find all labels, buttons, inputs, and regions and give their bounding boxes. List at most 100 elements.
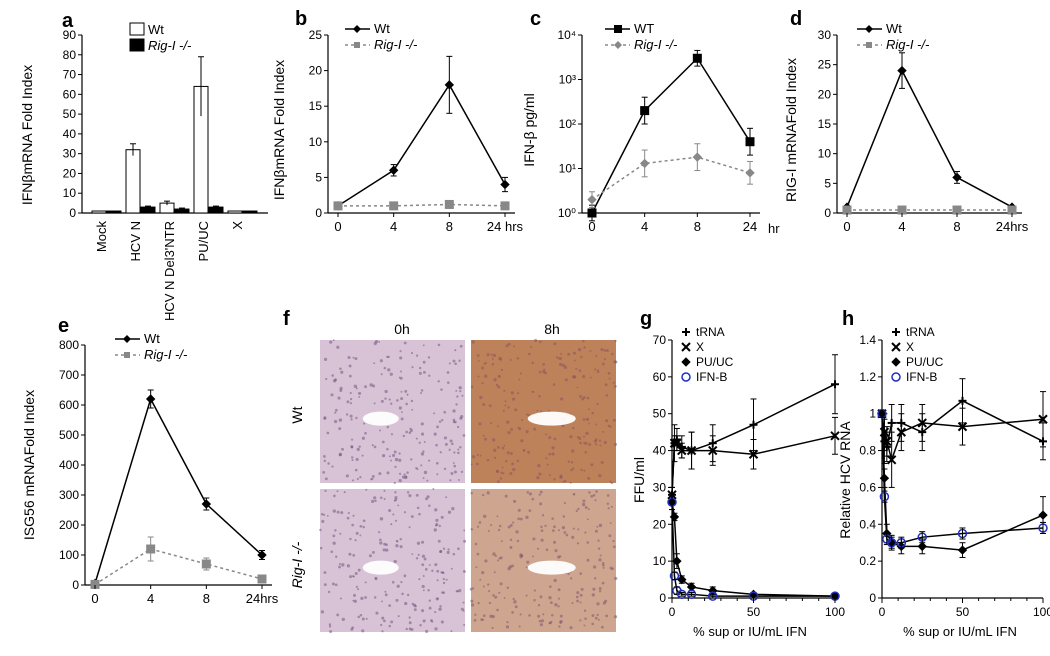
c-hrs: hrs (768, 221, 780, 236)
xlabel-h: % sup or IU/mL IFN (903, 624, 1017, 639)
svg-text:800: 800 (59, 338, 79, 352)
svg-text:20: 20 (653, 517, 667, 531)
svg-text:15: 15 (309, 99, 323, 113)
svg-text:0.6: 0.6 (859, 480, 876, 494)
legend-b-wt: Wt (374, 21, 390, 36)
svg-text:10²: 10² (559, 117, 576, 131)
svg-text:0: 0 (69, 206, 76, 220)
svg-text:20: 20 (818, 87, 832, 101)
legend-d-ko: Rig-I -/- (886, 37, 930, 52)
svg-text:0: 0 (588, 219, 595, 234)
svg-text:4: 4 (898, 219, 905, 234)
panel-e: ISG56 mRNAFold Index 0100200300400500600… (20, 325, 280, 635)
svg-text:0: 0 (334, 219, 341, 234)
svg-text:PU/UC: PU/UC (196, 221, 211, 261)
panel-c: IFN-β pg/ml 10⁰10¹10²10³10⁴ 04824 hrs WT… (520, 15, 780, 250)
legend-ko-label: Rig-I -/- (148, 38, 192, 53)
svg-text:50: 50 (653, 407, 667, 421)
svg-text:HCV N: HCV N (128, 221, 143, 261)
ylabel-g: FFU/ml (631, 457, 647, 503)
svg-text:200: 200 (59, 518, 79, 532)
svg-text:1.2: 1.2 (859, 370, 876, 384)
svg-text:10: 10 (653, 554, 667, 568)
svg-text:24hrs: 24hrs (246, 591, 279, 606)
svg-text:10⁰: 10⁰ (558, 206, 576, 220)
svg-text:4: 4 (641, 219, 648, 234)
f-col-0h: 0h (394, 321, 410, 337)
figure-root: a b c d e f g h IFNβmRNA Fold Index 0102… (0, 0, 1050, 656)
svg-text:700: 700 (59, 368, 79, 382)
svg-text:10: 10 (309, 135, 323, 149)
svg-text:10³: 10³ (559, 73, 576, 87)
svg-text:1.4: 1.4 (859, 333, 876, 347)
svg-text:30: 30 (818, 28, 832, 42)
svg-text:4: 4 (147, 591, 154, 606)
svg-text:50: 50 (747, 605, 761, 619)
svg-text:8: 8 (953, 219, 960, 234)
svg-text:10: 10 (63, 186, 77, 200)
svg-text:10: 10 (818, 147, 832, 161)
panel-h: Relative HCV RNA 00.20.40.60.811.21.4 05… (838, 320, 1050, 650)
svg-text:tRNA: tRNA (696, 325, 725, 339)
svg-text:100: 100 (59, 548, 79, 562)
svg-text:500: 500 (59, 428, 79, 442)
ylabel-d: RIG-I mRNAFold Index (783, 58, 799, 202)
svg-text:0: 0 (72, 578, 79, 592)
svg-text:60: 60 (63, 87, 77, 101)
svg-text:80: 80 (63, 48, 77, 62)
f-row-wt: Wt (289, 406, 305, 423)
svg-text:600: 600 (59, 398, 79, 412)
legend-d: Wt Rig-I -/- (857, 21, 930, 52)
svg-text:Mock: Mock (94, 221, 109, 253)
legend-h: tRNAXPU/UCIFN-B (892, 325, 944, 384)
svg-text:300: 300 (59, 488, 79, 502)
svg-text:5: 5 (315, 170, 322, 184)
legend-e-wt: Wt (144, 331, 160, 346)
legend-g: tRNAXPU/UCIFN-B (682, 325, 734, 384)
svg-text:HCV N Del3'NTR: HCV N Del3'NTR (162, 221, 177, 321)
legend-a: Wt Rig-I -/- (130, 22, 192, 53)
svg-text:X: X (230, 221, 245, 230)
svg-text:0: 0 (843, 219, 850, 234)
ylabel-h: Relative HCV RNA (838, 421, 853, 539)
svg-text:50: 50 (63, 107, 77, 121)
svg-text:70: 70 (63, 68, 77, 82)
svg-text:40: 40 (653, 444, 667, 458)
svg-text:100: 100 (1033, 605, 1050, 619)
legend-c: WT Rig-I -/- (605, 21, 678, 52)
panel-b: IFNβmRNA Fold Index 0510152025 04824 hrs… (270, 15, 525, 250)
svg-text:8: 8 (446, 219, 453, 234)
legend-d-wt: Wt (886, 21, 902, 36)
svg-text:IFN-B: IFN-B (696, 370, 727, 384)
svg-text:5: 5 (824, 176, 831, 190)
svg-text:10⁴: 10⁴ (557, 28, 576, 42)
legend-c-ko: Rig-I -/- (634, 37, 678, 52)
svg-text:X: X (696, 340, 704, 354)
svg-text:1: 1 (869, 407, 876, 421)
panel-a: IFNβmRNA Fold Index 0102030405060708090 … (20, 15, 278, 325)
svg-text:0: 0 (91, 591, 98, 606)
svg-text:30: 30 (653, 480, 667, 494)
svg-text:0.2: 0.2 (859, 554, 876, 568)
svg-text:tRNA: tRNA (906, 325, 935, 339)
svg-text:0.4: 0.4 (859, 517, 876, 531)
svg-text:8: 8 (694, 219, 701, 234)
svg-text:PU/UC: PU/UC (906, 355, 944, 369)
legend-c-wt: WT (634, 21, 654, 36)
svg-text:90: 90 (63, 28, 77, 42)
svg-text:0: 0 (869, 591, 876, 605)
svg-text:20: 20 (63, 166, 77, 180)
svg-text:30: 30 (63, 147, 77, 161)
ylabel-c: IFN-β pg/ml (521, 93, 537, 166)
svg-text:0: 0 (879, 605, 886, 619)
svg-text:8: 8 (203, 591, 210, 606)
svg-text:60: 60 (653, 370, 667, 384)
panel-f: 0h 8h Wt Rig-I -/- (282, 320, 632, 640)
svg-text:X: X (906, 340, 914, 354)
f-col-8h: 8h (544, 321, 560, 337)
svg-text:PU/UC: PU/UC (696, 355, 734, 369)
svg-text:0: 0 (315, 206, 322, 220)
svg-text:0.8: 0.8 (859, 444, 876, 458)
svg-text:24hrs: 24hrs (996, 219, 1029, 234)
xlabel-g: % sup or IU/mL IFN (693, 624, 807, 639)
